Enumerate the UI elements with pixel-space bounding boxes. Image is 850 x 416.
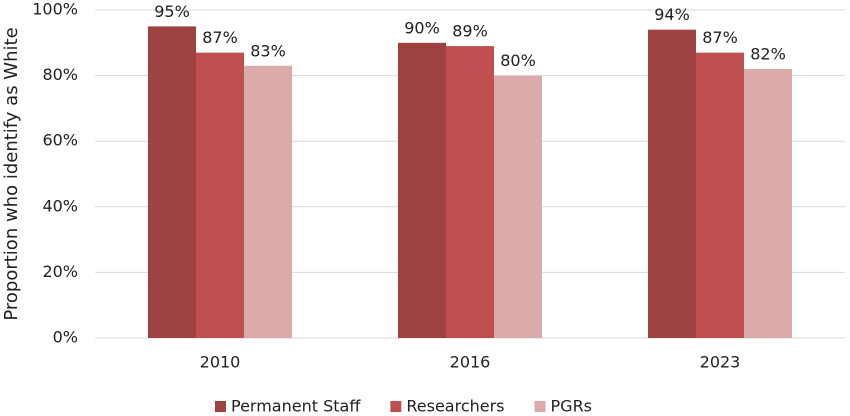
- bar: [398, 42, 446, 339]
- data-label: 83%: [250, 41, 286, 60]
- y-tick-label: 80%: [42, 65, 78, 84]
- y-tick-label: 60%: [42, 131, 78, 150]
- data-label: 82%: [750, 45, 786, 64]
- y-tick-label: 100%: [32, 0, 78, 19]
- legend-swatch: [215, 401, 226, 412]
- data-label: 87%: [202, 28, 238, 47]
- bar: [244, 65, 292, 338]
- data-label: 95%: [154, 2, 190, 21]
- bar: [744, 69, 792, 338]
- bar: [446, 46, 494, 339]
- legend-label: Permanent Staff: [231, 397, 361, 416]
- bar: [696, 52, 744, 338]
- y-tick-label: 40%: [42, 196, 78, 215]
- legend-label: Researchers: [406, 397, 504, 416]
- data-label: 90%: [404, 18, 440, 37]
- y-tick-label: 20%: [42, 262, 78, 281]
- bar: [196, 52, 244, 338]
- y-tick-label: 0%: [53, 328, 78, 347]
- x-tick-label: 2010: [200, 353, 241, 372]
- legend-swatch: [390, 401, 402, 412]
- data-label: 80%: [500, 51, 536, 70]
- legend-swatch: [534, 401, 546, 412]
- y-axis-label: Proportion who identify as White: [1, 27, 22, 320]
- data-label: 89%: [452, 22, 488, 41]
- data-label: 94%: [654, 5, 690, 24]
- x-tick-label: 2023: [700, 353, 741, 372]
- bar: [648, 29, 696, 339]
- bar: [494, 75, 542, 338]
- x-tick-label: 2016: [450, 353, 491, 372]
- data-label: 87%: [702, 28, 738, 47]
- legend-label: PGRs: [551, 397, 593, 416]
- bar: [148, 26, 196, 339]
